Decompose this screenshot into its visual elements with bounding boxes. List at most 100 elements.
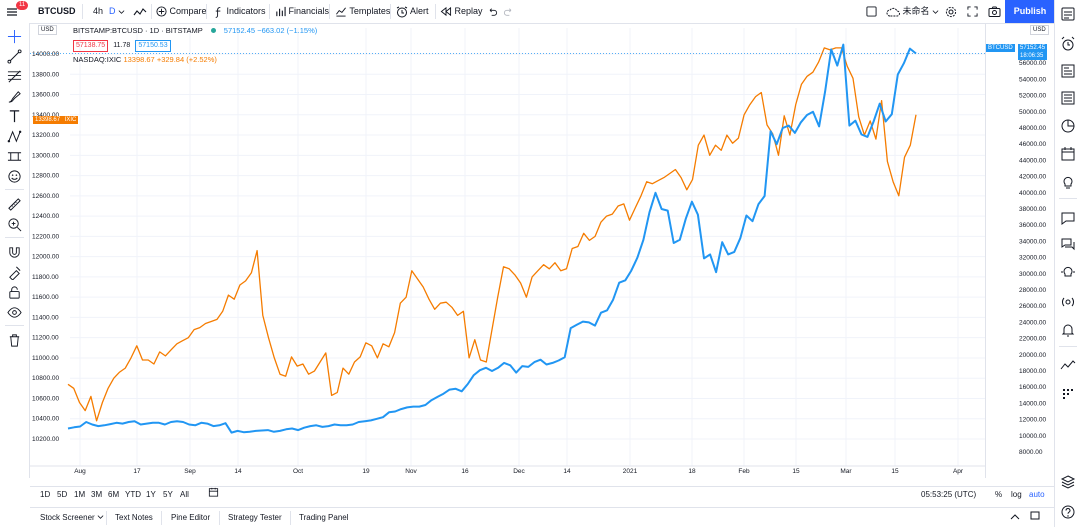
fib-retracement-icon[interactable] — [7, 69, 22, 84]
range-1y[interactable]: 1Y — [146, 490, 156, 499]
percent-toggle[interactable]: % — [995, 490, 1003, 499]
replay-button[interactable]: Replay — [440, 0, 483, 23]
calendar-icon[interactable] — [1060, 118, 1076, 134]
templates-button[interactable]: Templates — [335, 0, 390, 23]
main-series-legend[interactable]: BITSTAMP:BTCUSD · 1D · BITSTAMP 57152.45… — [73, 26, 317, 39]
interval-selector[interactable]: 4h — [93, 6, 104, 16]
chats-icon[interactable] — [1060, 236, 1076, 252]
range-5d[interactable]: 5D — [57, 490, 68, 499]
ask-button[interactable]: 57150.53 — [135, 40, 171, 52]
tab-strategy-tester[interactable]: Strategy Tester — [228, 513, 282, 522]
left-axis-tick: 13600.00 — [32, 92, 59, 99]
compare-button[interactable]: Compare — [156, 0, 207, 23]
trash-icon[interactable] — [7, 333, 22, 348]
range-ytd[interactable]: YTD — [125, 490, 141, 499]
interval-dropdown[interactable] — [118, 0, 125, 23]
clock-time[interactable]: 05:53:25 (UTC) — [921, 490, 977, 499]
range-5y[interactable]: 5Y — [163, 490, 173, 499]
log-toggle[interactable]: log — [1011, 490, 1022, 499]
right-axis-tick: 18000.00 — [1019, 368, 1046, 375]
range-6m[interactable]: 6M — [108, 490, 120, 499]
settings-button[interactable] — [945, 0, 957, 23]
layout-button[interactable] — [866, 0, 877, 23]
redo-button[interactable] — [503, 0, 514, 23]
magnet-icon[interactable] — [7, 245, 22, 260]
smile-icon[interactable] — [7, 169, 22, 184]
pattern-icon[interactable] — [7, 129, 22, 144]
range-all[interactable]: All — [180, 490, 189, 499]
layers-icon[interactable] — [1060, 474, 1076, 490]
right-axis-tick: 56000.00 — [1019, 60, 1046, 67]
compare-symbol-title: NASDAQ:IXIC — [73, 55, 122, 64]
brush-icon[interactable] — [7, 89, 22, 104]
text-icon[interactable] — [7, 109, 22, 124]
hotlist-icon[interactable] — [1060, 386, 1076, 402]
left-axis-tick: 11400.00 — [32, 314, 59, 321]
prediction-icon[interactable] — [7, 149, 22, 164]
square-icon — [866, 6, 877, 17]
auto-toggle[interactable]: auto — [1029, 490, 1045, 499]
date-range-button[interactable] — [208, 487, 219, 503]
watchlist-icon[interactable] — [1060, 6, 1076, 22]
tab-text-notes[interactable]: Text Notes — [115, 513, 153, 522]
tab-trading-panel[interactable]: Trading Panel — [299, 513, 349, 522]
x-axis-tick: Nov — [405, 468, 417, 475]
screener-icon[interactable] — [1060, 358, 1076, 374]
menu-button[interactable] — [6, 0, 18, 23]
layout-dropdown[interactable] — [932, 0, 939, 23]
bottom-panel-tabs: Stock Screener Text Notes Pine Editor St… — [30, 507, 1054, 528]
lightbulb-icon[interactable] — [1060, 174, 1076, 190]
ruler-icon[interactable] — [7, 197, 22, 212]
zoom-in-icon[interactable] — [7, 217, 22, 232]
right-price-axis[interactable]: 58000.0056000.0054000.0052000.0050000.00… — [985, 23, 1055, 478]
alarm-clock-icon[interactable] — [1060, 36, 1076, 52]
maximize-panel-button[interactable] — [1030, 508, 1040, 527]
eye-icon[interactable] — [7, 305, 22, 320]
left-price-axis: 14000.00 13800.00 13600.00 13400.00 13200.00… — [32, 51, 59, 443]
snapshot-button[interactable] — [988, 0, 1001, 23]
indicators-button[interactable]: Indicators — [213, 0, 266, 23]
collapse-panel-button[interactable] — [1010, 508, 1020, 527]
interval-d-button[interactable]: D — [109, 6, 116, 16]
function-icon — [215, 6, 221, 18]
range-3m[interactable]: 3M — [91, 490, 103, 499]
range-1m[interactable]: 1M — [74, 490, 86, 499]
notifications-icon[interactable] — [1060, 322, 1076, 338]
replay-label: Replay — [454, 6, 483, 16]
help-icon[interactable] — [1060, 504, 1076, 520]
streams-icon[interactable] — [1060, 294, 1076, 310]
calendar-grid-icon[interactable] — [1060, 146, 1076, 162]
chart-type-button[interactable] — [133, 0, 147, 23]
undo-button[interactable] — [487, 0, 498, 23]
crosshair-icon[interactable] — [7, 29, 22, 44]
plus-circle-icon — [156, 6, 167, 17]
btc-tag-value: 57152.45 — [1020, 45, 1046, 51]
left-axis-tick: 11800.00 — [32, 274, 59, 281]
ideas-icon[interactable] — [1060, 264, 1076, 280]
symbol-search[interactable]: BTCUSD — [38, 6, 76, 16]
bid-button[interactable]: 57138.75 — [73, 40, 109, 52]
range-1d[interactable]: 1D — [40, 490, 51, 499]
x-axis-tick: 17 — [133, 468, 141, 475]
news-icon[interactable] — [1060, 90, 1076, 106]
ixic-price-tag: 13398.67 IXIC — [33, 116, 79, 124]
trend-line-icon[interactable] — [7, 49, 22, 64]
tab-stock-screener[interactable]: Stock Screener — [40, 508, 104, 527]
chart-area[interactable]: 14000.00 13800.00 13600.00 13400.00 13200.00… — [30, 23, 985, 478]
right-axis-tick: 48000.00 — [1019, 125, 1046, 132]
chat-icon[interactable] — [1060, 210, 1076, 226]
save-layout-button[interactable]: 未命名 — [886, 0, 930, 23]
compare-series-legend[interactable]: NASDAQ:IXIC 13398.67 +329.84 (+2.52%) — [73, 55, 317, 67]
fullscreen-button[interactable] — [967, 0, 978, 23]
top-toolbar: 11 BTCUSD 4h D Compare Indicators Financ… — [0, 0, 1080, 24]
data-window-icon[interactable] — [1060, 63, 1076, 79]
left-axis-tick: 12600.00 — [32, 193, 59, 200]
left-axis-tick: 11200.00 — [32, 335, 59, 342]
financials-button[interactable]: Financials — [275, 0, 329, 23]
ixic-series-line — [67, 47, 917, 422]
publish-button[interactable]: Publish — [1005, 0, 1055, 23]
tab-pine-editor[interactable]: Pine Editor — [171, 513, 211, 522]
lock-icon[interactable] — [7, 285, 22, 300]
alert-button[interactable]: Alert — [396, 0, 429, 23]
lock-drawings-icon[interactable] — [7, 265, 22, 280]
